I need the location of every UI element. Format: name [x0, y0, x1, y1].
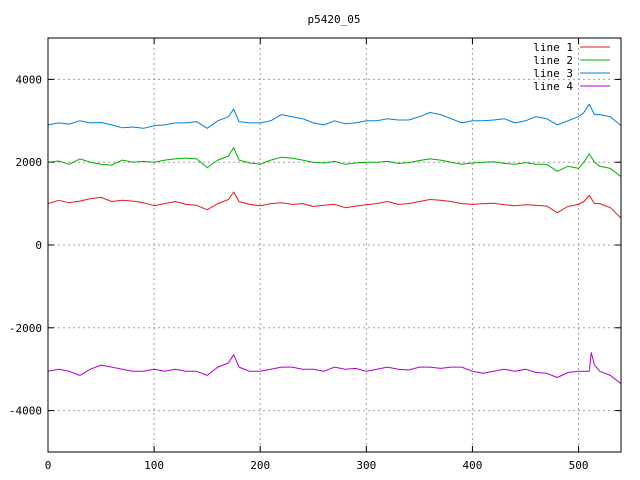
y-tick-label: 0 — [35, 239, 42, 252]
axis-ticks: 0 100 200 300 400 500 -4000 -2000 0 2000 4000 — [9, 38, 621, 472]
series-group — [47, 103, 622, 385]
x-tick-label: 500 — [569, 459, 589, 472]
x-tick-label: 400 — [463, 459, 483, 472]
legend-label-4: line 4 — [533, 80, 573, 93]
legend-label-3: line 3 — [533, 67, 573, 80]
plot-frame — [47, 37, 622, 453]
y-tick-label: 4000 — [16, 73, 43, 86]
chart-title: p5420_05 — [308, 13, 361, 26]
x-tick-label: 300 — [356, 459, 376, 472]
legend-label-2: line 2 — [533, 54, 573, 67]
legend-label-1: line 1 — [533, 41, 573, 54]
x-tick-label: 0 — [45, 459, 52, 472]
y-tick-label: 2000 — [16, 156, 43, 169]
series-line-3 — [47, 103, 622, 129]
x-tick-label: 100 — [144, 459, 164, 472]
y-tick-label: -4000 — [9, 405, 42, 418]
series-line-2 — [47, 147, 622, 178]
series-line-4 — [47, 352, 622, 385]
y-tick-label: -2000 — [9, 322, 42, 335]
gridlines — [48, 38, 621, 452]
series-line-1 — [47, 191, 622, 219]
x-tick-label: 200 — [250, 459, 270, 472]
